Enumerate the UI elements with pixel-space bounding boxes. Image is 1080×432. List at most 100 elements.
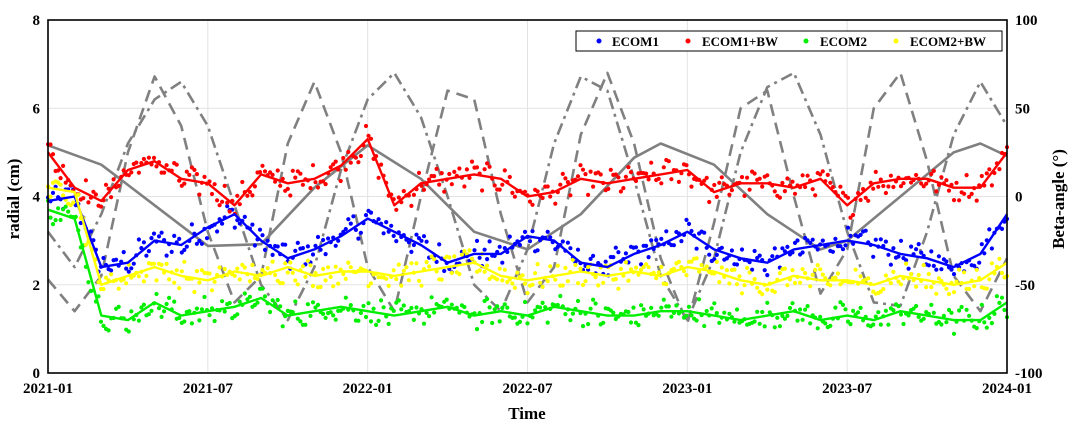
data-point <box>247 189 252 195</box>
data-point <box>242 214 247 219</box>
data-point <box>500 260 505 265</box>
data-point <box>628 170 634 175</box>
data-point <box>240 179 245 185</box>
data-point <box>914 172 919 178</box>
data-point <box>633 265 639 270</box>
data-point <box>439 171 444 176</box>
data-point <box>951 290 957 295</box>
data-point <box>482 269 487 274</box>
data-point <box>588 256 593 261</box>
data-point <box>888 281 894 286</box>
data-point <box>883 239 889 244</box>
data-point <box>818 314 823 319</box>
data-point <box>649 160 654 165</box>
data-point <box>500 305 505 311</box>
data-point <box>315 234 321 240</box>
data-point <box>583 279 588 284</box>
data-point <box>386 283 391 288</box>
data-point <box>898 282 904 287</box>
data-point <box>159 314 164 319</box>
data-point <box>305 258 310 263</box>
data-point <box>782 266 788 271</box>
data-point <box>459 252 464 257</box>
data-point <box>745 265 750 270</box>
data-point <box>177 315 182 321</box>
data-point <box>898 184 904 189</box>
data-point <box>646 255 651 260</box>
data-point <box>497 244 502 249</box>
data-point <box>825 172 830 177</box>
data-point <box>199 241 204 246</box>
data-point <box>714 252 719 257</box>
data-point <box>661 297 666 302</box>
data-point <box>225 204 230 209</box>
data-point <box>505 305 510 310</box>
data-point <box>694 318 699 323</box>
data-point <box>343 167 348 172</box>
data-point <box>856 310 861 315</box>
data-point <box>331 162 336 167</box>
data-point <box>792 191 798 196</box>
data-point <box>914 247 919 252</box>
data-point <box>106 328 111 333</box>
data-point <box>154 278 159 283</box>
data-point <box>901 321 906 327</box>
data-point <box>596 283 601 288</box>
data-point <box>290 270 295 275</box>
data-point <box>613 316 618 322</box>
data-point <box>497 266 502 271</box>
data-point <box>901 181 906 186</box>
data-point <box>770 254 775 259</box>
data-point <box>141 302 146 307</box>
data-point <box>209 288 215 293</box>
data-point <box>606 186 611 191</box>
data-point <box>916 242 921 247</box>
data-point <box>502 267 507 272</box>
data-point <box>553 201 558 206</box>
data-point <box>573 262 578 268</box>
data-point <box>898 312 904 317</box>
data-point <box>406 240 411 245</box>
y-left-tick-label: 0 <box>33 366 41 382</box>
data-point <box>535 262 540 267</box>
data-point <box>752 277 757 282</box>
data-point <box>684 163 689 168</box>
y-left-tick-label: 6 <box>33 101 41 117</box>
data-point <box>48 194 53 199</box>
data-point <box>697 269 702 274</box>
legend-marker-ecom1 <box>596 38 602 44</box>
data-point <box>535 248 540 253</box>
data-point <box>540 300 545 305</box>
data-point <box>187 309 192 314</box>
data-point <box>813 193 818 198</box>
data-point <box>623 260 629 265</box>
data-point <box>280 176 285 181</box>
data-point <box>580 324 586 329</box>
data-point <box>522 281 528 286</box>
data-point <box>739 291 745 296</box>
data-point <box>936 254 942 259</box>
data-point <box>866 276 871 281</box>
data-point <box>220 221 225 226</box>
data-point <box>86 280 91 285</box>
data-point <box>485 263 490 268</box>
data-point <box>972 263 977 268</box>
data-point <box>911 306 916 311</box>
data-point <box>843 307 848 312</box>
data-point <box>931 310 936 315</box>
data-point <box>482 247 487 252</box>
data-point <box>818 267 823 272</box>
data-point <box>442 268 447 274</box>
data-point <box>467 248 472 253</box>
data-point <box>177 236 182 241</box>
data-point <box>987 227 992 232</box>
data-point <box>517 319 523 324</box>
data-point <box>888 262 894 267</box>
x-axis-title: Time <box>508 404 546 423</box>
data-point <box>583 172 588 177</box>
data-point <box>808 321 813 326</box>
data-point <box>828 323 833 328</box>
data-point <box>525 291 530 296</box>
data-point <box>323 278 328 283</box>
data-point <box>798 307 803 312</box>
